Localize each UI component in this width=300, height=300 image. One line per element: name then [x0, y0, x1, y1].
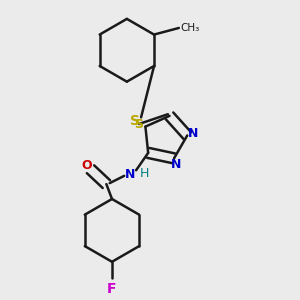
Text: H: H [140, 167, 149, 180]
Text: CH₃: CH₃ [181, 23, 200, 33]
Text: F: F [107, 282, 117, 296]
Text: N: N [125, 168, 135, 181]
Text: N: N [188, 127, 198, 140]
Text: N: N [170, 158, 181, 171]
Text: S: S [130, 114, 140, 128]
Text: S: S [134, 118, 142, 131]
Text: O: O [81, 159, 92, 172]
